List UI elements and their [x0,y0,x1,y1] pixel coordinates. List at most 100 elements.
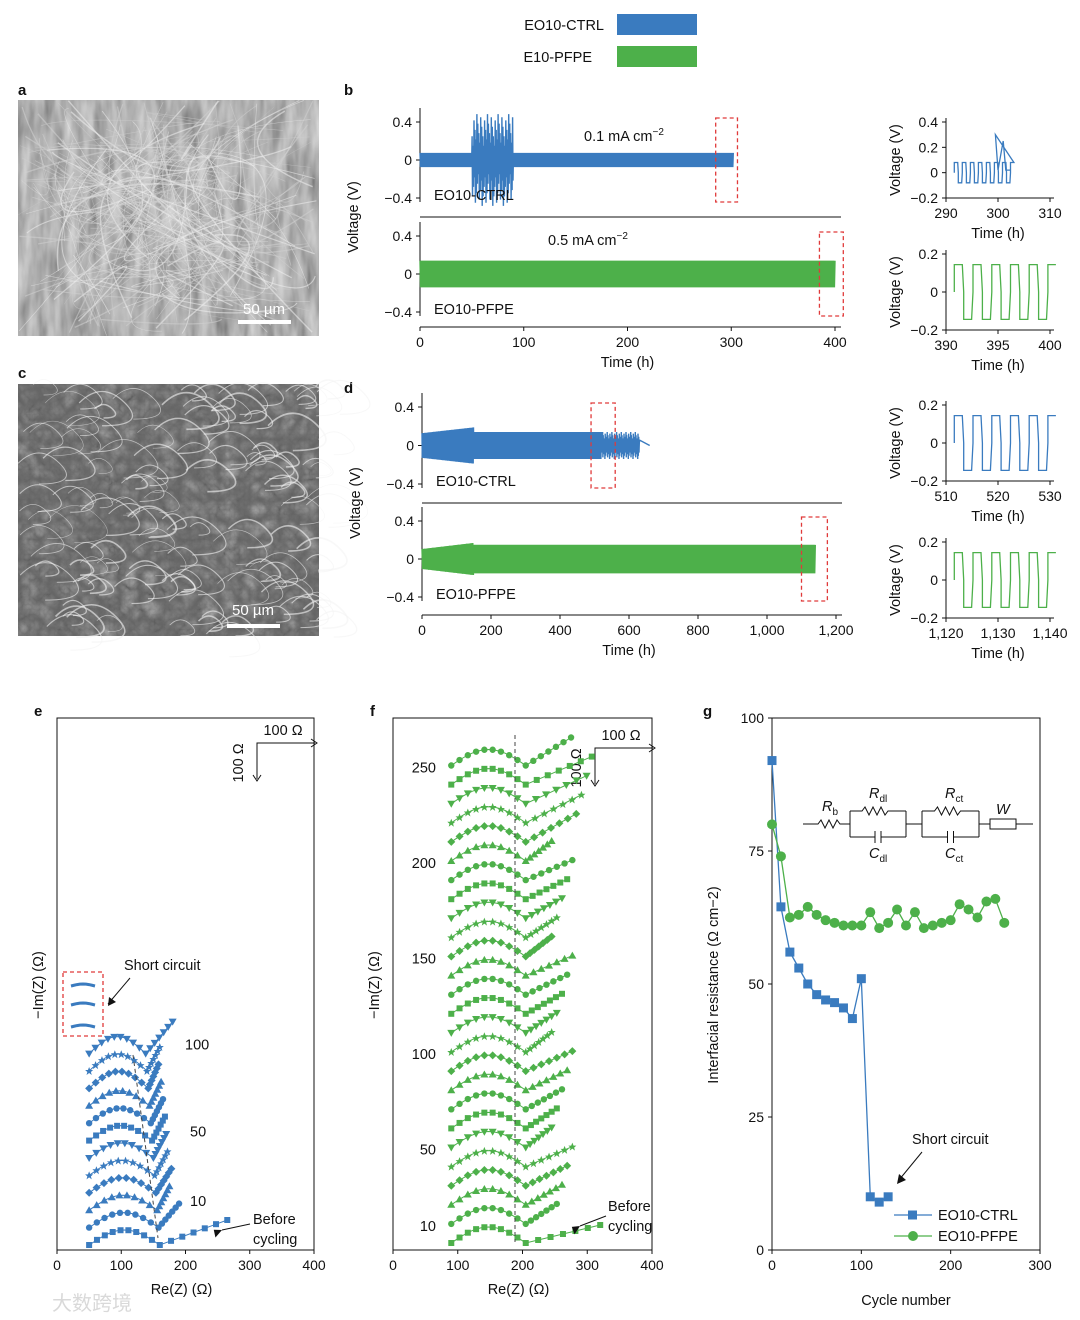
panel-f-curve-marker [497,882,504,889]
panel-f-curve-marker [472,1206,480,1214]
panel-f-curve-marker [522,1125,529,1132]
panel-f-curve-marker [549,804,558,813]
panel-f-curve-marker [505,1152,514,1161]
panel-e-short-circuit-arrowhead [108,997,116,1006]
sem-fiber [180,100,219,160]
sem-fiber [275,451,300,468]
panel-f-curve-marker [481,995,488,1002]
panel-f-curve-marker [447,971,456,979]
circuit-rdl-resistor [850,805,906,817]
panel-e-curve-marker [133,1110,141,1117]
panel-f-curve-marker [480,899,489,907]
panel-e-scale-v-label: 100 Ω [231,743,247,782]
panel-f-scale-arrow-v [590,779,600,787]
panel-f-curve-marker [472,957,481,965]
panel-e-curve-marker [113,1105,120,1112]
panel-f-curve-marker [506,1115,513,1122]
panel-e-curve-marker [146,1045,155,1053]
panel-b-inset1-y-tick-label: 0.2 [919,246,939,262]
panel-f-curve-line [451,813,577,843]
panel-e-curve-marker [103,1035,112,1043]
panel-e-curve-marker [159,1096,167,1103]
panel-f-curve-marker [527,1217,535,1224]
sem-fiber [161,391,220,431]
panel-e-curve-marker [85,1155,94,1162]
panel-e-curve-marker [122,1191,131,1199]
panel-e-curve-marker [159,1117,166,1124]
panel-e-curve-marker [153,1129,160,1136]
sem-fiber [189,522,211,536]
sem-fiber [114,577,155,605]
sem-fiber [257,110,313,188]
panel-e-curve-marker [151,1133,158,1140]
panel-e-curve-marker [109,1211,116,1218]
panel-e-curve-marker [135,1145,144,1153]
panel-f-curve-marker [543,1127,552,1135]
panel-f-curve-marker [455,966,464,974]
panel-g-point-pfpe [775,851,786,862]
sem-fiber [170,569,202,590]
panel-f-curve-marker [521,857,530,864]
panel-g-annotation: Short circuit [912,1132,989,1148]
panel-e-curve-marker [85,1050,94,1058]
panel-f-before-label-2: cycling [608,1219,652,1235]
panel-f-curve-marker [496,804,505,813]
panel-f-curve-marker [473,882,480,889]
panel-f-curve-marker [505,1190,514,1198]
panel-f-curve-marker [488,917,497,926]
panel-e-before-label-1: Before [253,1212,296,1228]
panel-f-curve-marker [464,1000,471,1007]
circuit-label-rb-main: R [822,799,833,815]
panel-f-curve-marker [543,1031,552,1040]
panel-e-curve-marker [157,1198,166,1206]
sem-fiber [135,464,169,487]
sem-fiber [260,580,315,616]
panel-f-curve-marker [534,1038,543,1046]
panel-f-curve-marker [481,861,488,868]
panel-f-curve-marker [505,981,513,988]
panel-f-curve-marker [481,1204,488,1212]
circuit-label-rdl-main: R [869,786,880,802]
panel-f-curve-marker [464,885,471,892]
panel-f-curve-marker [448,876,455,884]
panel-e-curve-marker [97,1039,106,1047]
sem-fiber [63,383,103,410]
panel-f-scale-bar [594,747,653,784]
panel-f-curve-marker [514,1234,521,1241]
panel-f-curve-marker [550,882,557,889]
panel-f-curve-marker [514,1005,521,1012]
sem-fiber [42,446,96,482]
panel-f-curve-marker [540,809,549,818]
panel-e-curve-marker [92,1201,101,1209]
panel-e-curve-marker [161,1113,168,1120]
panel-f-curve-marker [463,827,472,836]
panel-e-curve-marker [106,1107,113,1114]
panel-f-curve-marker [568,795,577,804]
panel-e-curve-marker [105,1088,114,1096]
sem-fiber [19,562,79,601]
sem-fiber [53,100,220,199]
panel-b-top-y-tick-label: 0.4 [393,114,413,130]
panel-f-curve-marker [497,748,505,755]
panel-f-curve-marker [552,1053,561,1062]
panel-e-curve-marker [117,1227,124,1234]
panel-e-curve-marker [120,1105,127,1112]
panel-f-curve-marker [472,843,481,851]
panel-e-curve-marker [99,1145,108,1153]
panel-e-curve-marker [147,1219,155,1226]
panel-g-point-pfpe [981,896,992,907]
panel-f-curve-marker [447,1200,456,1208]
sem-fiber [253,442,279,459]
panel-f-curve-marker [513,1042,522,1051]
panel-e-curve-marker [109,1229,116,1236]
panel-g-point-pfpe [927,920,938,931]
panel-b-bottom-current-label: 0.5 mA cm−2 [548,231,628,249]
panel-f-curve-marker [480,803,489,812]
sem-fiber [116,106,165,181]
sem-fiber [125,474,149,490]
panel-d-inset0-xlabel: Time (h) [971,509,1024,525]
panel-f-curve-marker [547,1234,554,1240]
panel-f-curve-marker [496,1186,505,1194]
panel-d-bottom-highlight-box [800,516,829,602]
panel-f-curve-marker [547,1124,556,1132]
